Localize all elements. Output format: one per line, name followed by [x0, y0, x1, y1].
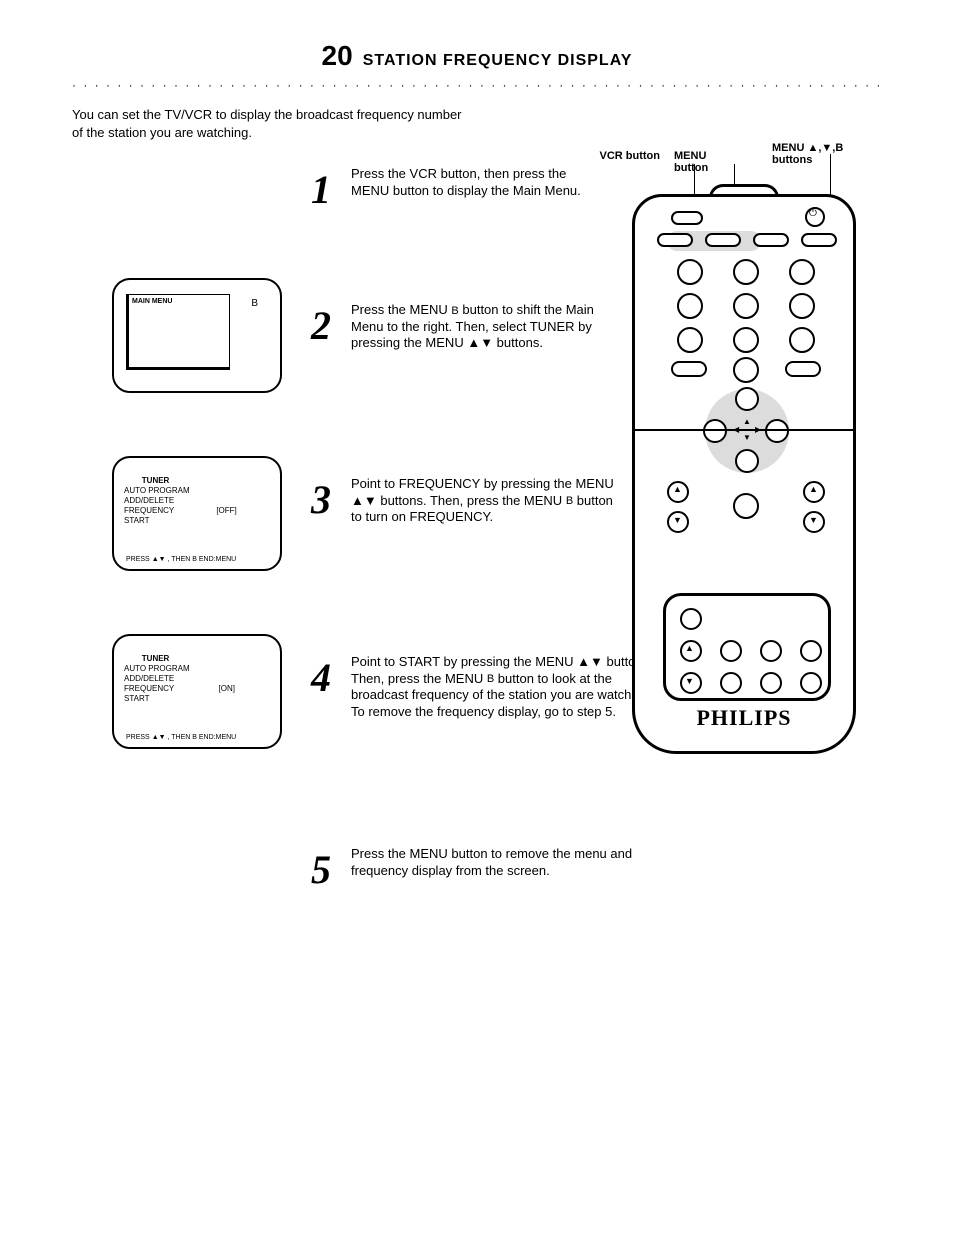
tv3-note-arrows: ▲▼: [152, 734, 166, 741]
step-3-b: buttons. Then, press the MENU: [377, 493, 566, 508]
tv3-title: TUNER: [142, 654, 170, 663]
digit-7[interactable]: [677, 327, 703, 353]
step-1: 1 Press the VCR button, then press the M…: [317, 166, 607, 199]
play-icon: B: [451, 304, 458, 318]
digit-9[interactable]: [789, 327, 815, 353]
menu-up-button[interactable]: [735, 387, 759, 411]
power-icon: ⏻: [809, 208, 817, 219]
step-1-text: Press the VCR button, then press the MEN…: [351, 166, 581, 198]
brand-logo: PHILIPS: [635, 705, 853, 731]
down-arrow-icon: ▼: [809, 515, 818, 525]
digit-3[interactable]: [789, 259, 815, 285]
step-4-a: Point to START by pressing the MENU: [351, 654, 577, 669]
tv-screen-2: TUNER AUTO PROGRAM ADD/DELETE FREQUENCY …: [112, 456, 282, 571]
vcr-button[interactable]: [657, 233, 693, 247]
menu-down-button[interactable]: [735, 449, 759, 473]
step-2-c: buttons.: [493, 335, 543, 350]
eject-button[interactable]: [671, 211, 703, 225]
tv3-note-end: END:MENU: [197, 734, 236, 741]
tv2-note-arrows: ▲▼: [152, 556, 166, 563]
tv2-note-pre: PRESS: [126, 556, 152, 563]
menu-right-button[interactable]: [765, 419, 789, 443]
callout-vcr: VCR button: [586, 150, 660, 162]
tv3-note-mid: , THEN: [166, 734, 193, 741]
step-3: 3 Point to FREQUENCY by pressing the MEN…: [317, 476, 617, 526]
remote-control: ⏻: [632, 194, 856, 754]
step-5: 5 Press the MENU button to remove the me…: [317, 846, 657, 879]
step-4: 4 Point to START by pressing the MENU ▲▼…: [317, 654, 657, 721]
down-arrow-icon: ▼: [673, 515, 682, 525]
digit-5[interactable]: [733, 293, 759, 319]
remote-waist-line: [635, 429, 853, 431]
step-3-num: 3: [311, 474, 331, 525]
tv2-title: TUNER: [142, 476, 170, 485]
step-5-a: Press the MENU button to remove the menu…: [351, 846, 632, 878]
step-2-num: 2: [311, 300, 331, 351]
step-5-num: 5: [311, 844, 331, 895]
step-4-num: 4: [311, 652, 331, 703]
tv2-note-mid: , THEN: [166, 556, 193, 563]
tv1-label: MAIN MENU: [132, 298, 172, 305]
step-1-num: 1: [311, 164, 331, 215]
tv1-play-icon: B: [251, 298, 258, 309]
down-arrow-icon: ▼: [685, 676, 694, 686]
tv-screen-3: TUNER AUTO PROGRAM ADD/DELETE FREQUENCY …: [112, 634, 282, 749]
intro-text: You can set the TV/VCR to display the br…: [72, 106, 592, 141]
remote-button[interactable]: [671, 361, 707, 377]
pause-button[interactable]: [720, 672, 742, 694]
remote-center-button[interactable]: [733, 493, 759, 519]
digit-8[interactable]: [733, 327, 759, 353]
extra-button[interactable]: [800, 672, 822, 694]
digit-2[interactable]: [733, 259, 759, 285]
up-arrow-icon: ▲: [673, 484, 682, 494]
remote-button[interactable]: [753, 233, 789, 247]
menu-left-button[interactable]: [703, 419, 727, 443]
slow-button[interactable]: [760, 672, 782, 694]
digit-0[interactable]: [733, 357, 759, 383]
page-title: STATION FREQUENCY DISPLAY: [363, 52, 633, 70]
divider-dots: · · · · · · · · · · · · · · · · · · · · …: [72, 78, 882, 92]
play-button[interactable]: [720, 640, 742, 662]
digit-1[interactable]: [677, 259, 703, 285]
digit-6[interactable]: [789, 293, 815, 319]
digit-4[interactable]: [677, 293, 703, 319]
tv2-note-end: END:MENU: [197, 556, 236, 563]
tv3-note-pre: PRESS: [126, 734, 152, 741]
tv3-lines: AUTO PROGRAM ADD/DELETE FREQUENCY [ON] S…: [124, 664, 235, 703]
tv-screen-1: MAIN MENU B: [112, 278, 282, 393]
callout-menu-button: MENU button: [674, 150, 732, 174]
step-4-arrows: ▲▼: [577, 654, 603, 669]
transport-panel: ▲ ▼: [663, 593, 831, 701]
menu-button[interactable]: [705, 233, 741, 247]
remote-button[interactable]: [785, 361, 821, 377]
remote-button[interactable]: [801, 233, 837, 247]
tv2-lines: AUTO PROGRAM ADD/DELETE FREQUENCY [OFF] …: [124, 486, 237, 525]
step-2: 2 Press the MENU B button to shift the M…: [317, 302, 617, 352]
up-arrow-icon: ▲: [809, 484, 818, 494]
ff-button[interactable]: [760, 640, 782, 662]
step-2-a: Press the MENU: [351, 302, 451, 317]
page-number: 20: [322, 40, 353, 72]
callout-menu-nav: MENU ▲,▼,B buttons: [772, 142, 882, 166]
extra-button[interactable]: [800, 640, 822, 662]
menu-dpad: ▲ ▼ ◀ ▶: [707, 391, 787, 471]
rec-button[interactable]: [680, 608, 702, 630]
step-3-a: Point to FREQUENCY by pressing the MENU: [351, 476, 614, 491]
up-arrow-icon: ▲: [685, 643, 694, 653]
step-2-arrows: ▲▼: [467, 335, 493, 350]
step-3-arrows: ▲▼: [351, 493, 377, 508]
